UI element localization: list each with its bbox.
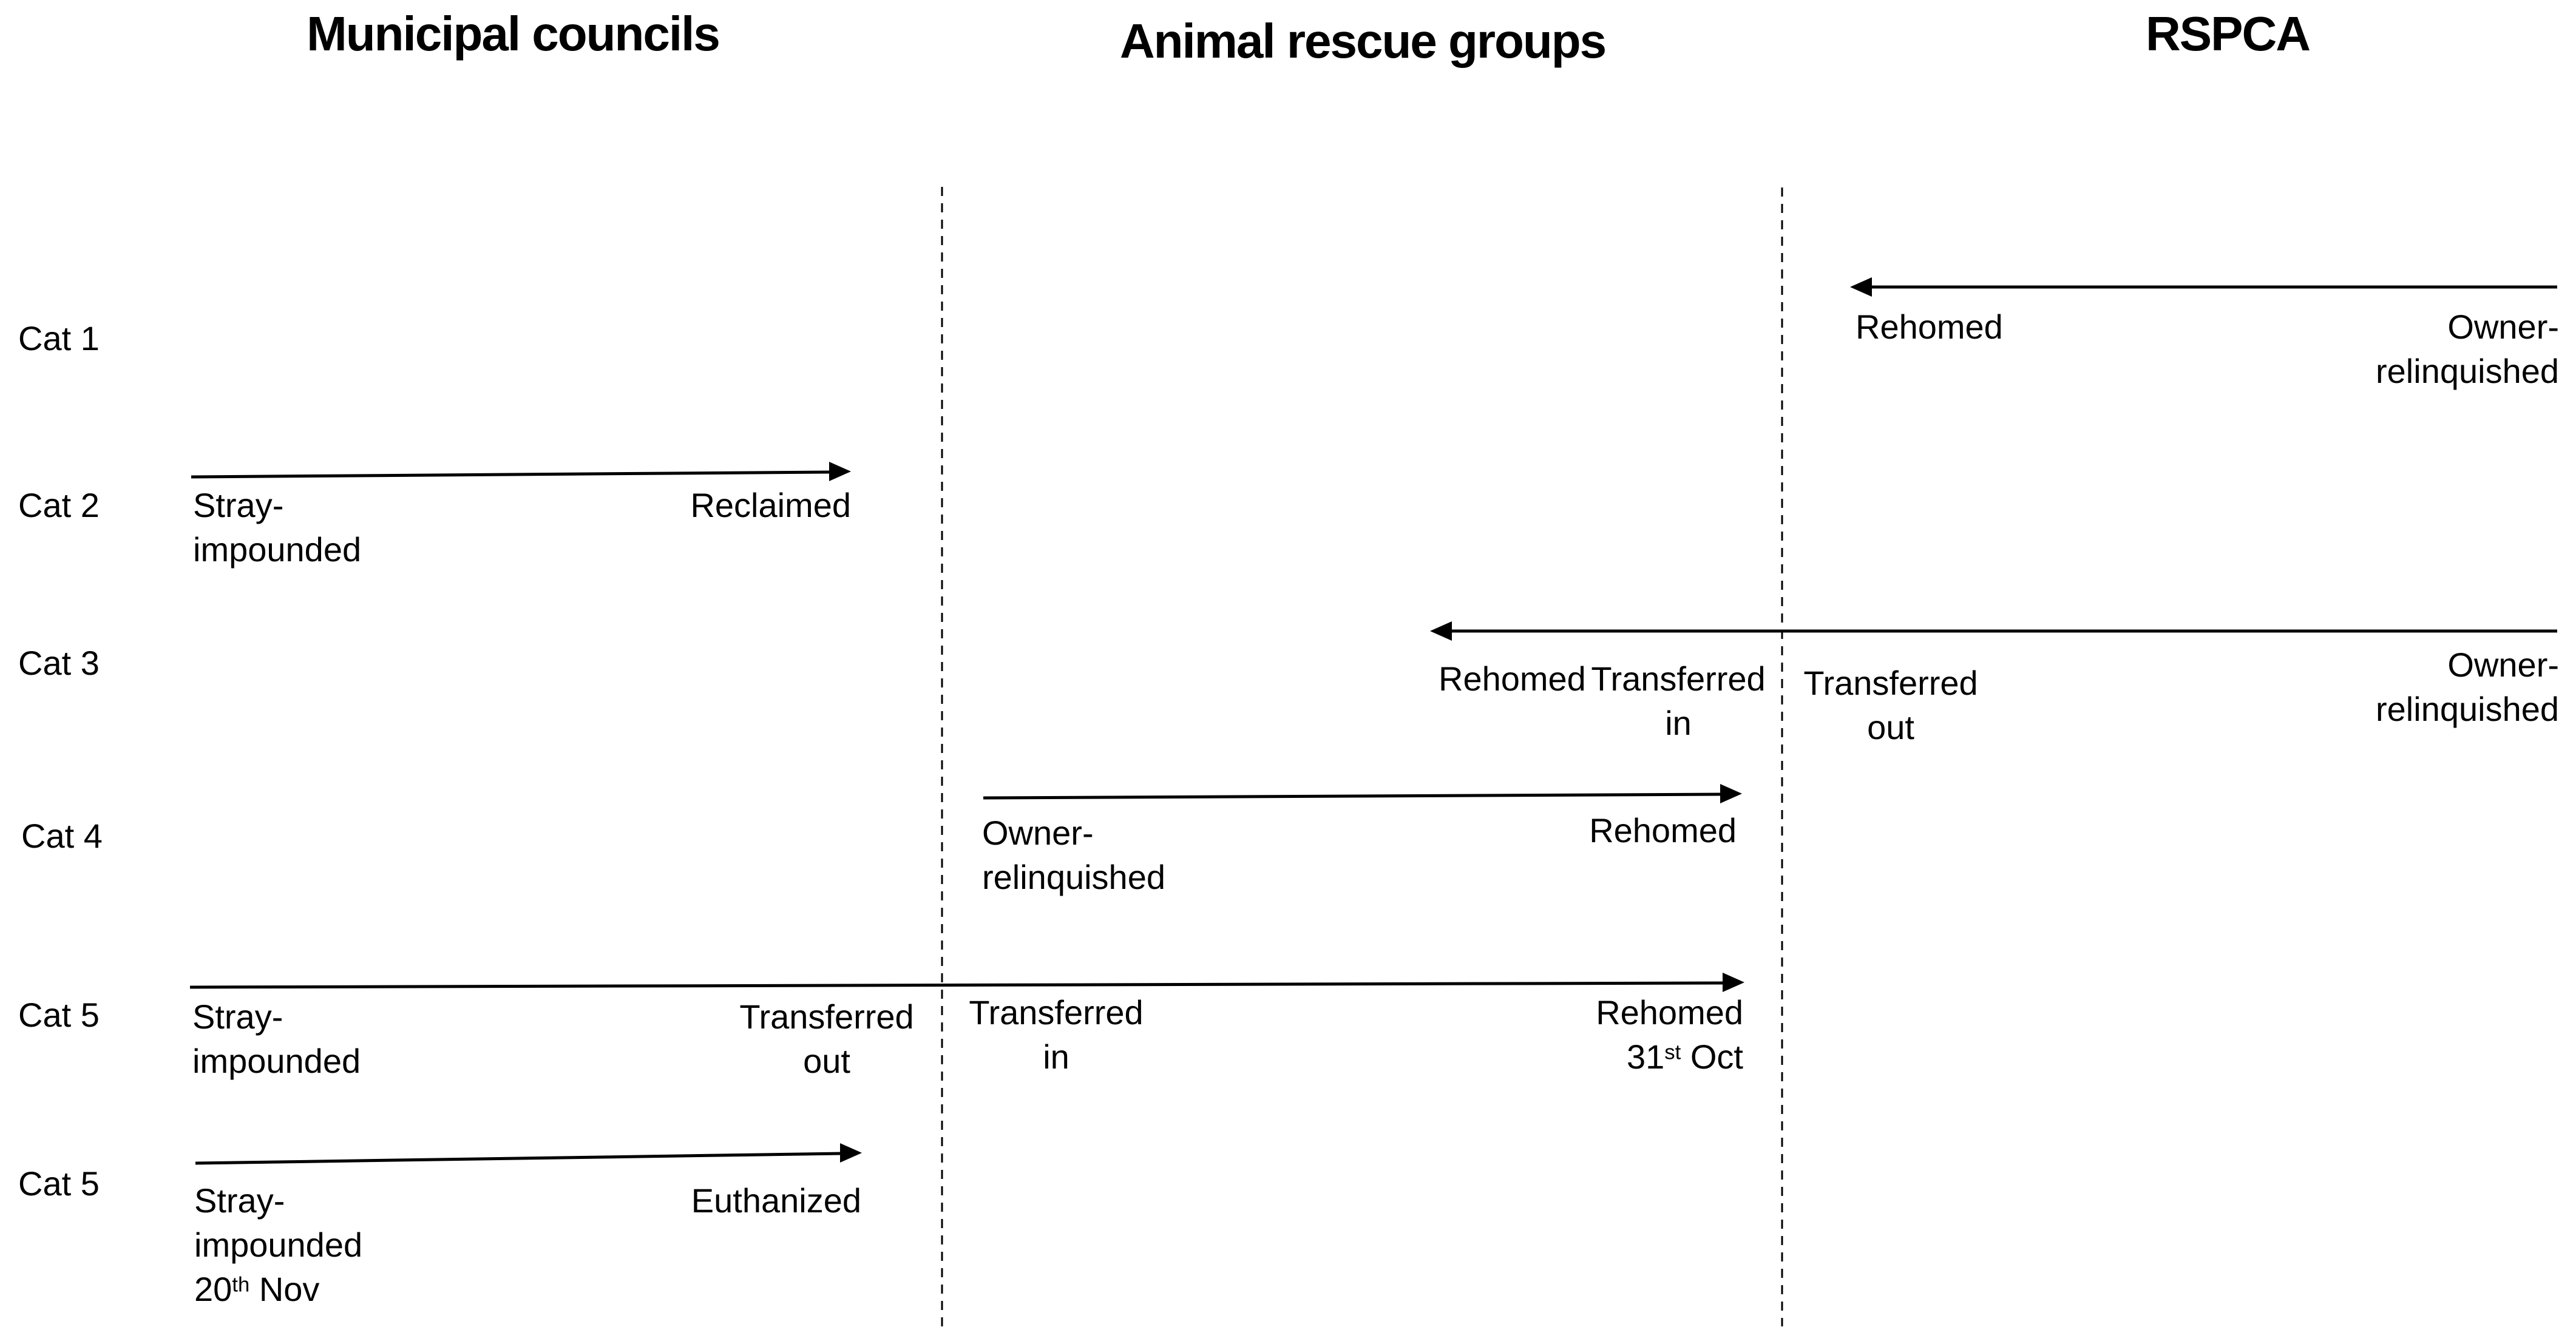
cat5a-transferred-in-line2: in — [1043, 1038, 1069, 1076]
cat5b-stray-impounded-line1: Stray- — [194, 1181, 285, 1220]
cat5a-transferred-out-line1: Transferred — [739, 998, 914, 1036]
cat1-rehomed-label: Rehomed — [1856, 308, 2003, 346]
column-header-animal-rescue-groups: Animal rescue groups — [1119, 14, 1607, 68]
cat2-arrow-line — [191, 470, 832, 479]
cat3-owner-relinquished-label: Owner- relinquished — [2376, 643, 2559, 731]
cat3-transferred-in-label: Transferred in — [1587, 657, 1769, 745]
cat2-stray-impounded-line2: impounded — [193, 530, 362, 569]
cat5a-transferred-out-line2: out — [803, 1042, 850, 1080]
cat2-stray-impounded-label: Stray- impounded — [193, 483, 361, 572]
cat5a-stray-impounded-line1: Stray- — [192, 998, 283, 1036]
cat5b-impound-date-month: Nov — [249, 1270, 320, 1308]
cat5a-stray-impounded-label: Stray- impounded — [192, 994, 361, 1083]
cat5a-transferred-out-label: Transferred out — [736, 994, 918, 1083]
cat1-owner-relinquished-line2: relinquished — [2376, 352, 2559, 390]
cat3-transferred-out-line2: out — [1867, 708, 1914, 746]
cat3-rehomed-label: Rehomed — [1439, 660, 1586, 698]
row-label-cat2: Cat 2 — [18, 486, 100, 524]
cat3-transferred-in-line1: Transferred — [1591, 660, 1766, 698]
cat5a-rehomed-date-month: Oct — [1681, 1038, 1743, 1076]
cat5a-rehomed-date-num: 31 — [1627, 1038, 1665, 1076]
cat5b-arrow-line — [195, 1152, 843, 1165]
row-label-cat5-second: Cat 5 — [18, 1164, 100, 1203]
cat5b-stray-impounded-label: Stray- impounded 20th Nov — [194, 1178, 362, 1311]
cat5a-stray-impounded-line2: impounded — [192, 1042, 361, 1080]
cat3-transferred-in-line2: in — [1665, 704, 1692, 742]
row-label-cat1: Cat 1 — [18, 319, 100, 357]
column-header-municipal-councils: Municipal councils — [307, 7, 720, 61]
cat3-transferred-out-line1: Transferred — [1803, 664, 1978, 702]
cat1-owner-relinquished-label: Owner- relinquished — [2376, 305, 2559, 393]
cat2-reclaimed-label: Reclaimed — [690, 486, 851, 524]
cat5a-rehomed-label: Rehomed 31st Oct — [1596, 990, 1743, 1079]
column-header-rspca: RSPCA — [2145, 7, 2311, 61]
cat5b-stray-impounded-line2: impounded — [194, 1226, 363, 1264]
cat1-owner-relinquished-line1: Owner- — [2447, 308, 2559, 346]
cat5a-rehomed-date-line: 31st Oct — [1596, 1035, 1743, 1079]
cat4-owner-relinquished-label: Owner- relinquished — [982, 811, 1165, 899]
cat5b-impound-date-line: 20th Nov — [194, 1267, 362, 1311]
cat4-owner-relinquished-line1: Owner- — [982, 814, 1094, 852]
cat5b-arrowhead-icon — [840, 1143, 862, 1163]
cat2-stray-impounded-line1: Stray- — [193, 486, 284, 524]
cat5a-transferred-in-label: Transferred in — [965, 990, 1147, 1079]
cat3-owner-relinquished-line1: Owner- — [2447, 646, 2559, 684]
cat5a-arrowhead-icon — [1723, 973, 1744, 992]
cat5a-transferred-in-line1: Transferred — [969, 993, 1144, 1032]
cat2-arrowhead-icon — [829, 462, 851, 481]
cat3-transferred-out-label: Transferred out — [1800, 661, 1982, 749]
cat5b-euthanized-label: Euthanized — [691, 1181, 861, 1220]
cat4-owner-relinquished-line2: relinquished — [982, 858, 1165, 896]
cat3-arrowhead-icon — [1430, 621, 1452, 641]
cat1-arrowhead-icon — [1850, 277, 1872, 297]
cat4-arrowhead-icon — [1720, 784, 1742, 803]
cat5a-rehomed-line1: Rehomed — [1596, 993, 1743, 1032]
row-label-cat4: Cat 4 — [21, 817, 103, 855]
cat5b-impound-date-num: 20 — [194, 1270, 232, 1308]
cat5a-rehomed-date-ordinal: st — [1664, 1041, 1681, 1064]
row-label-cat5-first: Cat 5 — [18, 996, 100, 1034]
cat5b-impound-date-ordinal: th — [232, 1273, 250, 1297]
cat5a-arrow-line — [189, 981, 1726, 989]
cat4-rehomed-label: Rehomed — [1589, 811, 1737, 849]
cat3-owner-relinquished-line2: relinquished — [2376, 690, 2559, 728]
cat4-arrow-line — [983, 792, 1723, 800]
row-label-cat3: Cat 3 — [18, 644, 100, 682]
